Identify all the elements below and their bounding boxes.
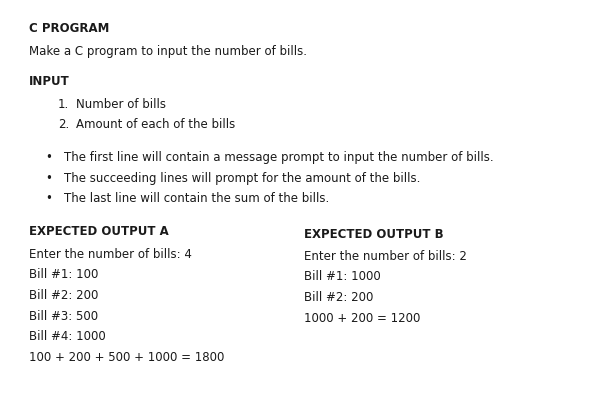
Text: Number of bills: Number of bills: [76, 98, 166, 111]
Text: Enter the number of bills: 2: Enter the number of bills: 2: [304, 250, 467, 263]
Text: C PROGRAM: C PROGRAM: [29, 22, 110, 35]
Text: 100 + 200 + 500 + 1000 = 1800: 100 + 200 + 500 + 1000 = 1800: [29, 351, 225, 364]
Text: The first line will contain a message prompt to input the number of bills.: The first line will contain a message pr…: [64, 151, 493, 164]
Text: Bill #4: 1000: Bill #4: 1000: [29, 330, 106, 343]
Text: INPUT: INPUT: [29, 75, 70, 88]
Text: 2.: 2.: [58, 118, 69, 131]
Text: 1.: 1.: [58, 98, 69, 111]
Text: EXPECTED OUTPUT B: EXPECTED OUTPUT B: [304, 228, 444, 241]
Text: Amount of each of the bills: Amount of each of the bills: [76, 118, 235, 131]
Text: Bill #1: 100: Bill #1: 100: [29, 268, 99, 281]
Text: Bill #2: 200: Bill #2: 200: [29, 289, 99, 302]
Text: 1000 + 200 = 1200: 1000 + 200 = 1200: [304, 312, 421, 325]
Text: The last line will contain the sum of the bills.: The last line will contain the sum of th…: [64, 192, 329, 205]
Text: Make a C program to input the number of bills.: Make a C program to input the number of …: [29, 45, 307, 58]
Text: The succeeding lines will prompt for the amount of the bills.: The succeeding lines will prompt for the…: [64, 172, 420, 185]
Text: Bill #1: 1000: Bill #1: 1000: [304, 270, 381, 283]
Text: •: •: [46, 151, 52, 164]
Text: Enter the number of bills: 4: Enter the number of bills: 4: [29, 248, 192, 261]
Text: •: •: [46, 192, 52, 205]
Text: •: •: [46, 172, 52, 185]
Text: Bill #3: 500: Bill #3: 500: [29, 310, 99, 323]
Text: EXPECTED OUTPUT A: EXPECTED OUTPUT A: [29, 225, 169, 238]
Text: Bill #2: 200: Bill #2: 200: [304, 291, 374, 304]
